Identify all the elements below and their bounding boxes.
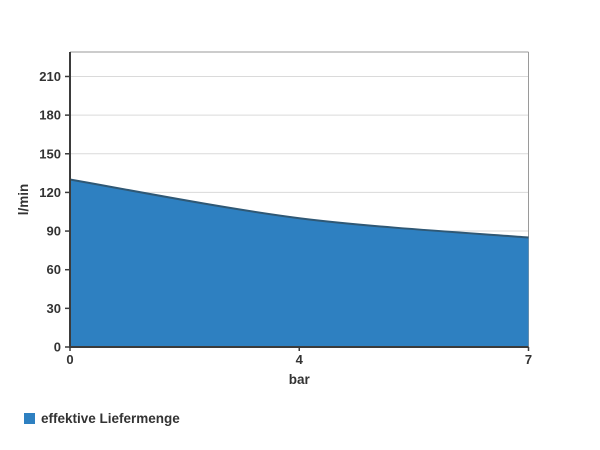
y-tick-label: 90: [47, 224, 61, 239]
x-tick-label: 7: [525, 352, 532, 367]
x-tick-label: 4: [296, 352, 304, 367]
y-tick-label: 0: [54, 340, 61, 355]
x-axis-title: bar: [289, 372, 311, 387]
y-tick-label: 30: [47, 301, 61, 316]
area-outline: [69, 178, 529, 239]
y-axis-title: l/min: [16, 184, 31, 216]
x-tick-label: 0: [66, 352, 73, 367]
y-tick-label: 60: [47, 262, 61, 277]
area-fill: [70, 179, 529, 347]
y-tick-label: 210: [39, 69, 61, 84]
legend-swatch: [24, 413, 35, 424]
y-tick-label: 150: [39, 146, 61, 161]
y-tick-label: 180: [39, 108, 61, 123]
y-tick-label: 120: [39, 185, 61, 200]
legend-label: effektive Liefermenge: [41, 411, 180, 426]
legend: effektive Liefermenge: [24, 411, 180, 426]
area-chart: 0 30 60 90 120 150 180 210 0 4 7 bar l/min: [16, 51, 532, 387]
